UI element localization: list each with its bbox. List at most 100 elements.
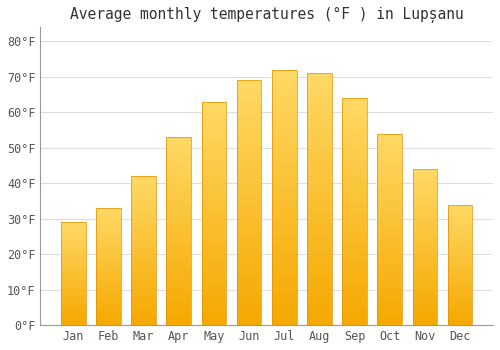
- Bar: [166, 285, 191, 288]
- Bar: [307, 170, 332, 174]
- Bar: [378, 153, 402, 156]
- Bar: [237, 190, 262, 195]
- Bar: [166, 200, 191, 203]
- Bar: [237, 288, 262, 293]
- Bar: [237, 195, 262, 199]
- Bar: [166, 187, 191, 190]
- Bar: [307, 119, 332, 124]
- Bar: [131, 295, 156, 298]
- Bar: [272, 181, 296, 185]
- Bar: [237, 182, 262, 187]
- Bar: [202, 105, 226, 109]
- Bar: [166, 322, 191, 325]
- Bar: [237, 121, 262, 125]
- Bar: [448, 205, 472, 325]
- Bar: [166, 288, 191, 291]
- Bar: [166, 194, 191, 197]
- Bar: [237, 85, 262, 89]
- Bar: [378, 146, 402, 150]
- Bar: [202, 243, 226, 247]
- Bar: [412, 239, 438, 242]
- Bar: [272, 248, 296, 253]
- Bar: [272, 270, 296, 274]
- Bar: [166, 209, 191, 212]
- Bar: [166, 147, 191, 150]
- Bar: [202, 128, 226, 132]
- Bar: [96, 306, 120, 308]
- Bar: [342, 155, 367, 159]
- Bar: [272, 227, 296, 232]
- Bar: [237, 80, 262, 325]
- Bar: [61, 293, 86, 294]
- Bar: [342, 128, 367, 132]
- Bar: [307, 245, 332, 250]
- Bar: [448, 251, 472, 253]
- Bar: [272, 253, 296, 257]
- Bar: [131, 201, 156, 204]
- Bar: [166, 172, 191, 175]
- Bar: [166, 234, 191, 238]
- Bar: [378, 140, 402, 143]
- Bar: [237, 223, 262, 227]
- Bar: [272, 121, 296, 125]
- Bar: [96, 230, 120, 232]
- Bar: [166, 303, 191, 306]
- Bar: [131, 266, 156, 268]
- Bar: [378, 271, 402, 274]
- Bar: [202, 102, 226, 105]
- Bar: [448, 261, 472, 263]
- Bar: [166, 162, 191, 166]
- Bar: [378, 268, 402, 271]
- Bar: [307, 275, 332, 279]
- Bar: [272, 108, 296, 112]
- Bar: [61, 248, 86, 250]
- Bar: [448, 309, 472, 311]
- Bar: [237, 187, 262, 191]
- Bar: [378, 322, 402, 325]
- Bar: [131, 283, 156, 286]
- Bar: [166, 269, 191, 272]
- Bar: [61, 267, 86, 269]
- Bar: [61, 310, 86, 312]
- Bar: [202, 161, 226, 165]
- Bar: [96, 253, 120, 255]
- Bar: [96, 210, 120, 212]
- Bar: [61, 224, 86, 226]
- Bar: [342, 321, 367, 325]
- Bar: [272, 317, 296, 321]
- Bar: [202, 284, 226, 288]
- Bar: [272, 287, 296, 291]
- Bar: [131, 238, 156, 241]
- Bar: [307, 220, 332, 224]
- Bar: [61, 229, 86, 231]
- Bar: [237, 280, 262, 285]
- Bar: [307, 224, 332, 229]
- Bar: [237, 268, 262, 272]
- Bar: [448, 313, 472, 315]
- Bar: [61, 233, 86, 234]
- Bar: [96, 292, 120, 294]
- Bar: [96, 319, 120, 321]
- Bar: [448, 257, 472, 259]
- Bar: [237, 252, 262, 256]
- Bar: [378, 280, 402, 284]
- Bar: [272, 236, 296, 240]
- Bar: [378, 188, 402, 191]
- Bar: [307, 300, 332, 304]
- Bar: [307, 124, 332, 128]
- Bar: [342, 265, 367, 268]
- Bar: [131, 194, 156, 196]
- Bar: [166, 228, 191, 231]
- Bar: [342, 136, 367, 140]
- Bar: [448, 245, 472, 247]
- Bar: [61, 268, 86, 270]
- Bar: [412, 198, 438, 200]
- Bar: [272, 232, 296, 236]
- Bar: [237, 80, 262, 85]
- Bar: [342, 193, 367, 197]
- Bar: [131, 243, 156, 246]
- Bar: [96, 282, 120, 284]
- Bar: [307, 195, 332, 199]
- Bar: [237, 154, 262, 158]
- Bar: [448, 269, 472, 271]
